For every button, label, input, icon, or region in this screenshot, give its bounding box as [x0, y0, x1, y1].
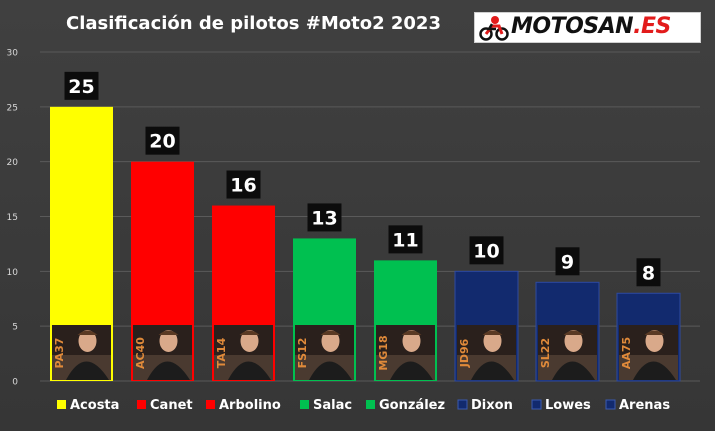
rider-face — [321, 330, 340, 352]
legend-label: González — [379, 398, 445, 413]
legend-swatch — [605, 399, 616, 410]
rider-number: PA37 — [53, 338, 66, 369]
data-label-box — [388, 225, 423, 254]
legend-label: Dixon — [471, 398, 513, 413]
legend-item: Arenas — [605, 398, 670, 413]
rider-number: SL22 — [539, 338, 552, 368]
bar-group: AC40 20 — [131, 126, 194, 381]
y-tick-label: 5 — [12, 323, 18, 333]
rider-number: JD96 — [458, 338, 471, 368]
data-label-box — [469, 236, 504, 265]
data-label: 20 — [149, 131, 175, 153]
legend-swatch — [137, 400, 146, 409]
legend-item: Canet — [137, 398, 193, 413]
legend-item: Lowes — [531, 398, 591, 413]
legend-item: Arbolino — [206, 398, 281, 413]
data-label-box — [555, 247, 580, 276]
legend-label: Salac — [313, 398, 352, 413]
bar-group: FS12 13 — [293, 203, 356, 381]
y-tick-label: 15 — [7, 213, 18, 223]
rider-face — [240, 330, 259, 352]
bar-group: TA14 16 — [212, 170, 275, 381]
motosan-logo: MOTOSAN.ES — [474, 12, 701, 43]
legend-item: Salac — [300, 398, 352, 413]
legend-swatch — [366, 400, 375, 409]
rider-photo: PA37 — [52, 325, 111, 380]
y-tick-label: 20 — [7, 158, 19, 168]
rider-number: AC40 — [134, 337, 147, 369]
legend-swatch — [57, 400, 66, 409]
data-label-box — [145, 126, 180, 155]
legend-item: Acosta — [57, 398, 119, 413]
bar-group: JD96 10 — [454, 236, 519, 382]
y-axis-ticks: 0 5 10 15 20 25 30 — [7, 49, 19, 388]
chart-title: Clasificación de pilotos #Moto2 2023 — [66, 13, 441, 34]
bar-group: PA37 25 — [50, 71, 113, 381]
rider-number: AA75 — [620, 337, 633, 369]
rider-photo: AA75 — [619, 325, 678, 380]
y-tick-label: 25 — [7, 103, 18, 113]
rider-number: FS12 — [296, 338, 309, 369]
data-label: 11 — [392, 229, 418, 251]
logo-wordmark: MOTOSAN.ES — [511, 14, 671, 39]
data-label: 10 — [473, 240, 499, 262]
bar-group: MG18 11 — [374, 225, 437, 381]
data-label: 25 — [68, 76, 94, 98]
y-tick-label: 0 — [12, 378, 18, 388]
legend-swatch — [300, 400, 309, 409]
data-label-box — [307, 203, 342, 232]
rider-photo: FS12 — [295, 325, 354, 380]
bar-group: SL22 9 — [535, 247, 600, 382]
bars: PA37 25 AC40 20 TA14 16 FS12 13 MG18 11 JD96 10 SL22… — [50, 71, 681, 382]
rider-number: TA14 — [215, 337, 228, 368]
data-label: 13 — [311, 207, 337, 229]
y-tick-label: 10 — [7, 268, 19, 278]
data-label: 9 — [561, 251, 574, 273]
rider-photo: TA14 — [214, 325, 273, 380]
legend-label: Lowes — [545, 398, 591, 413]
legend-item: González — [366, 398, 445, 413]
rider-photo: MG18 — [376, 325, 435, 380]
rider-face — [483, 330, 502, 352]
rider-photo: SL22 — [538, 325, 597, 380]
bar-group: AA75 8 — [616, 258, 681, 382]
data-label: 16 — [230, 175, 256, 197]
data-label-box — [636, 258, 661, 287]
data-label-box — [64, 71, 99, 100]
legend-label: Canet — [150, 398, 193, 413]
data-label-box — [226, 170, 261, 199]
legend-swatch — [531, 399, 542, 410]
legend-swatch — [206, 400, 215, 409]
legend-label: Arbolino — [219, 398, 281, 413]
rider-photo: JD96 — [457, 325, 516, 380]
legend-label: Acosta — [70, 398, 119, 413]
rider-photo: AC40 — [133, 325, 192, 380]
rider-face — [645, 330, 664, 352]
rider-face — [78, 330, 97, 352]
rider-face — [402, 330, 421, 352]
y-tick-label: 30 — [7, 49, 19, 59]
rider-face — [159, 330, 178, 352]
rider-number: MG18 — [377, 335, 390, 370]
data-label: 8 — [642, 262, 655, 284]
legend-item: Dixon — [457, 398, 513, 413]
legend-swatch — [457, 399, 468, 410]
legend: Acosta Canet Arbolino Salac González Dixon Low… — [57, 398, 670, 413]
rider-face — [564, 330, 583, 352]
legend-label: Arenas — [619, 398, 670, 413]
motorbike-rider-icon — [479, 16, 509, 41]
